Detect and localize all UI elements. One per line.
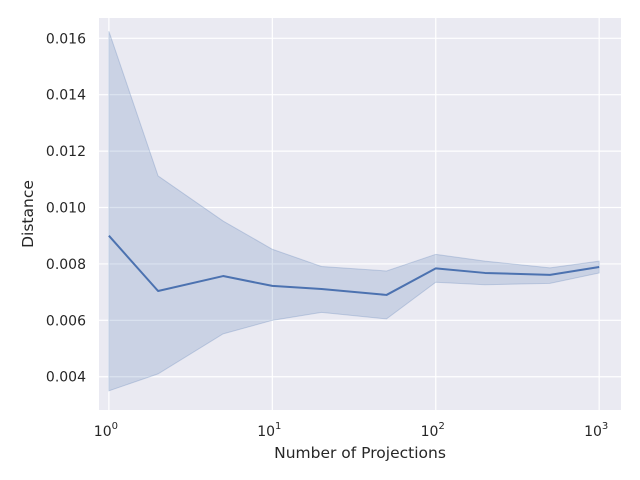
y-axis-label: Distance <box>19 180 37 248</box>
grid <box>99 18 621 410</box>
y-axis-ticks: 0.004 0.006 0.008 0.010 0.012 0.014 0.016 <box>46 31 86 385</box>
y-tick-label: 0.006 <box>46 313 86 329</box>
y-tick-label: 0.004 <box>46 370 86 386</box>
y-tick-label: 0.008 <box>46 257 86 273</box>
y-tick-label: 0.016 <box>46 31 86 47</box>
mean-line <box>108 235 600 296</box>
x-axis-ticks: 100 101 102 103 <box>94 421 608 440</box>
y-tick-label: 0.010 <box>46 201 86 217</box>
x-tick-label: 103 <box>584 421 608 440</box>
x-axis-label: Number of Projections <box>274 444 446 462</box>
confidence-band-area <box>108 31 600 392</box>
y-tick-label: 0.014 <box>46 88 86 104</box>
series-line <box>108 235 600 296</box>
x-tick-label: 100 <box>94 421 118 440</box>
x-tick-label: 101 <box>257 421 281 440</box>
confidence-band <box>108 31 600 392</box>
y-tick-label: 0.012 <box>46 144 86 160</box>
x-tick-label: 102 <box>421 421 445 440</box>
plot-area <box>99 18 621 410</box>
